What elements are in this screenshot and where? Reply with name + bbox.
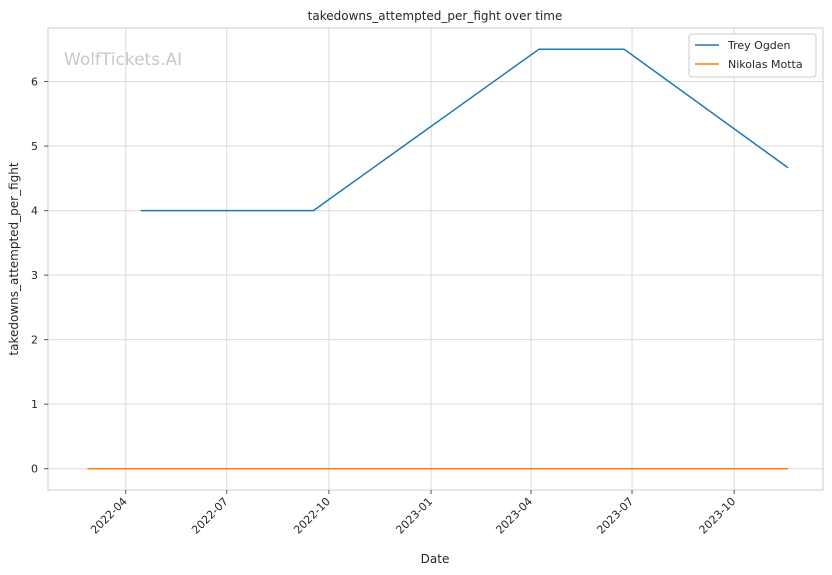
- chart-title: takedowns_attempted_per_fight over time: [308, 9, 563, 23]
- x-tick-label: 2023-01: [393, 495, 435, 537]
- watermark: WolfTickets.AI: [64, 50, 182, 70]
- x-tick-label: 2023-04: [493, 495, 535, 537]
- series-layer: [87, 48, 789, 470]
- y-tick-label: 3: [31, 269, 38, 282]
- y-tick-label: 0: [31, 463, 38, 476]
- x-tick-label: 2022-07: [189, 495, 231, 537]
- x-tick-label: 2022-04: [88, 495, 130, 537]
- y-axis-label: takedowns_attempted_per_fight: [7, 162, 21, 355]
- plot-background: [48, 28, 823, 490]
- y-tick-label: 5: [31, 140, 38, 153]
- y-tick-label: 2: [31, 334, 38, 347]
- legend-label: Nikolas Motta: [728, 58, 803, 71]
- y-tick-label: 6: [31, 76, 38, 89]
- legend: Trey Ogden Nikolas Motta: [688, 33, 817, 78]
- x-tick-label: 2022-10: [291, 495, 333, 537]
- x-axis-ticks: 2022-04 2022-07 2022-10 2023-01 2023-04 2023-…: [88, 490, 738, 537]
- plot-frame: [47, 27, 824, 491]
- y-tick-label: 4: [31, 205, 38, 218]
- series-line-1: [140, 48, 789, 212]
- y-tick-label: 1: [31, 398, 38, 411]
- legend-label: Trey Ogden: [727, 39, 791, 52]
- x-axis-label: Date: [421, 552, 450, 566]
- y-axis-ticks: 0 1 2 3 4 5 6: [31, 76, 48, 476]
- x-tick-label: 2023-07: [594, 495, 636, 537]
- x-tick-label: 2023-10: [697, 495, 739, 537]
- legend-box: [688, 33, 817, 78]
